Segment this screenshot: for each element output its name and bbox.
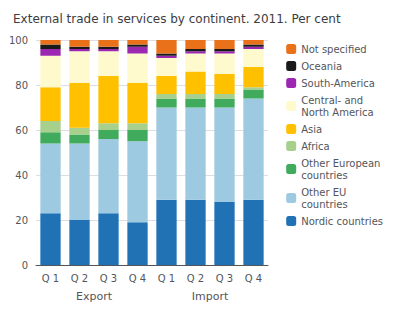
svg-text:20: 20 bbox=[15, 215, 28, 226]
svg-text:Other European: Other European bbox=[301, 158, 380, 169]
svg-text:80: 80 bbox=[15, 80, 28, 91]
svg-text:countries: countries bbox=[301, 170, 347, 181]
svg-text:Q 2: Q 2 bbox=[71, 273, 88, 284]
svg-text:Asia: Asia bbox=[301, 124, 322, 135]
svg-text:Q 4: Q 4 bbox=[245, 273, 262, 284]
svg-text:60: 60 bbox=[15, 125, 28, 136]
svg-text:Q 4: Q 4 bbox=[129, 273, 146, 284]
svg-text:Nordic countries: Nordic countries bbox=[301, 216, 383, 227]
svg-text:Q 1: Q 1 bbox=[42, 273, 59, 284]
svg-text:countries: countries bbox=[301, 199, 347, 210]
svg-text:Africa: Africa bbox=[301, 141, 330, 152]
svg-text:Import: Import bbox=[192, 290, 229, 303]
svg-text:100: 100 bbox=[9, 35, 28, 46]
svg-text:Other EU: Other EU bbox=[301, 187, 346, 198]
svg-text:South-America: South-America bbox=[301, 78, 375, 89]
svg-text:Q 2: Q 2 bbox=[187, 273, 204, 284]
svg-text:0: 0 bbox=[22, 260, 28, 271]
svg-text:Q 1: Q 1 bbox=[158, 273, 175, 284]
svg-text:Q 3: Q 3 bbox=[100, 273, 117, 284]
svg-text:Oceania: Oceania bbox=[301, 61, 342, 72]
svg-text:Q 3: Q 3 bbox=[216, 273, 233, 284]
svg-text:Export: Export bbox=[76, 290, 113, 303]
svg-text:External trade in services by: External trade in services by continent.… bbox=[13, 12, 341, 26]
svg-text:Not specified: Not specified bbox=[301, 44, 366, 55]
svg-text:Central- and: Central- and bbox=[301, 95, 363, 106]
svg-text:40: 40 bbox=[15, 170, 28, 181]
svg-text:North America: North America bbox=[301, 107, 373, 118]
